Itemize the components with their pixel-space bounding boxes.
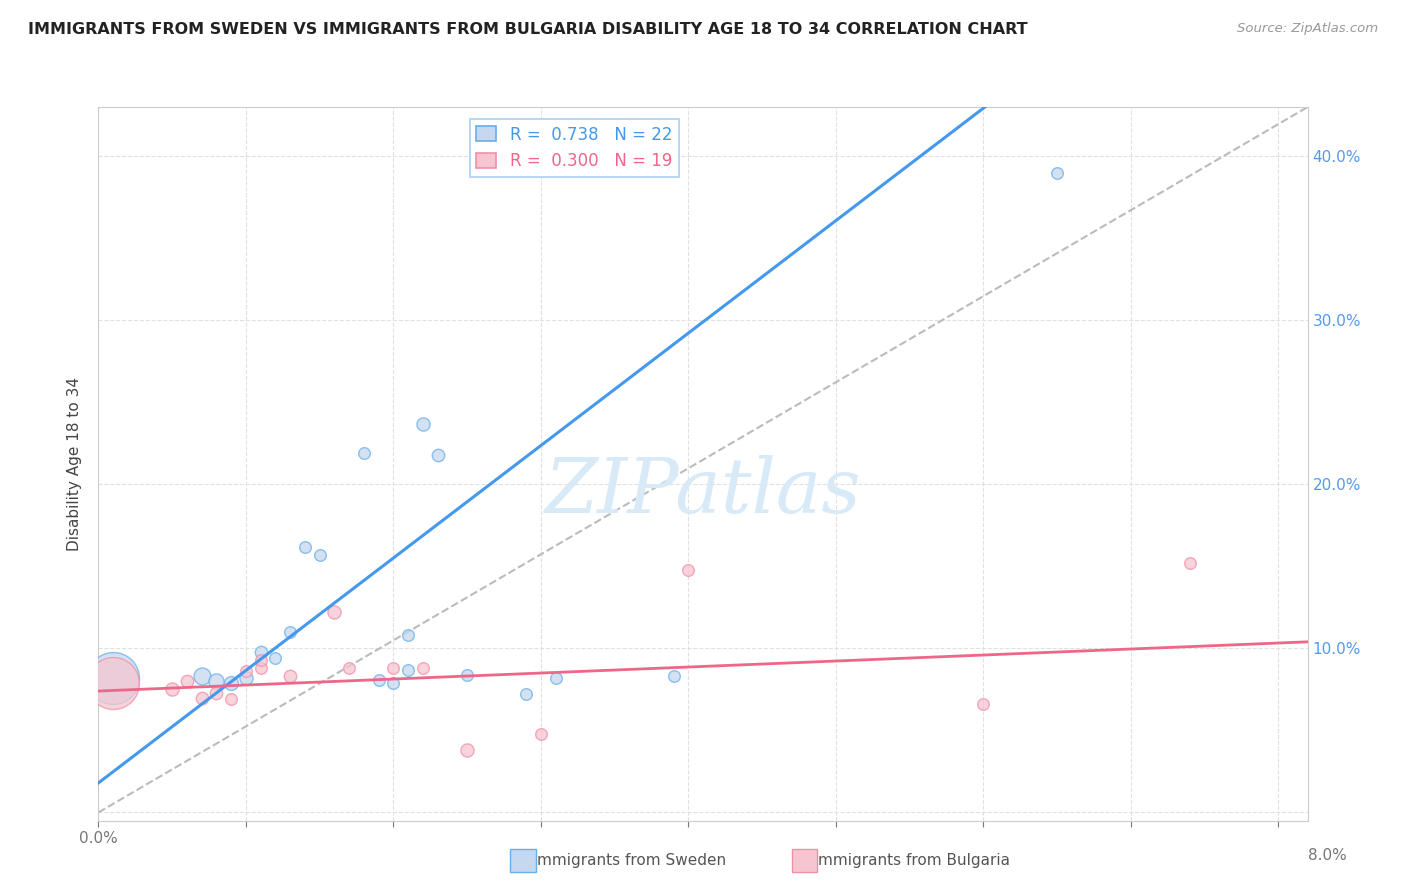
Point [190,669,212,683]
Point [412,417,434,431]
Point [176,674,198,689]
Point [101,671,124,685]
Point [323,605,346,619]
Point [1046,166,1069,180]
Point [235,671,257,685]
Point [219,692,242,706]
Point [308,548,330,562]
Point [235,665,257,679]
Point [205,686,228,700]
Point [353,446,375,460]
Point [219,676,242,690]
Text: Immigrants from Bulgaria: Immigrants from Bulgaria [794,854,1011,868]
Point [662,669,685,683]
Point [190,690,212,705]
Point [382,676,405,690]
Text: 8.0%: 8.0% [1308,848,1347,863]
Point [294,540,316,554]
Point [515,687,537,701]
Point [278,625,301,640]
Point [382,661,405,675]
Point [101,676,124,690]
Point [412,661,434,675]
Y-axis label: Disability Age 18 to 34: Disability Age 18 to 34 [67,376,83,551]
Text: ZIPatlas: ZIPatlas [544,456,862,529]
Point [530,727,553,741]
Point [264,651,287,665]
Point [249,661,271,675]
Point [205,674,228,689]
Text: Source: ZipAtlas.com: Source: ZipAtlas.com [1237,22,1378,36]
Point [249,645,271,659]
Point [249,653,271,667]
Point [678,563,700,577]
Point [1178,556,1201,570]
Legend: R =  0.738   N = 22, R =  0.300   N = 19: R = 0.738 N = 22, R = 0.300 N = 19 [470,119,679,177]
Text: Immigrants from Sweden: Immigrants from Sweden [513,854,727,868]
Point [337,661,360,675]
Point [456,667,478,681]
Point [544,671,567,685]
Point [160,682,183,697]
Point [278,669,301,683]
Point [396,663,419,677]
Point [367,673,389,687]
Point [972,697,994,711]
Point [396,628,419,642]
Point [456,743,478,757]
Text: IMMIGRANTS FROM SWEDEN VS IMMIGRANTS FROM BULGARIA DISABILITY AGE 18 TO 34 CORRE: IMMIGRANTS FROM SWEDEN VS IMMIGRANTS FRO… [28,22,1028,37]
Point [426,448,449,462]
